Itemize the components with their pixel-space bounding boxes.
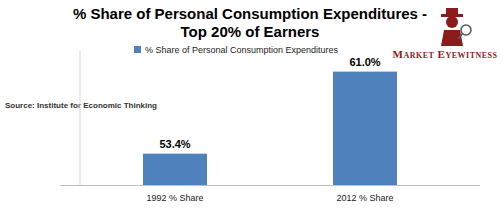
category-label: 1992 % Share <box>146 193 203 203</box>
y-axis-line <box>80 50 81 185</box>
background <box>0 0 501 222</box>
legend-swatch <box>134 46 141 53</box>
logo-lens <box>461 25 471 35</box>
chart-root: % Share of Personal Consumption Expendit… <box>0 0 501 222</box>
legend-label: % Share of Personal Consumption Expendit… <box>145 45 339 55</box>
data-label: 61.0% <box>349 56 380 68</box>
title: % Share of Personal Consumption Expendit… <box>73 5 427 40</box>
logo-icon <box>441 8 471 46</box>
title-line: % Share of Personal Consumption Expendit… <box>73 5 427 22</box>
brand-name: Market Eyewitness <box>393 48 498 60</box>
category-label: 2012 % Share <box>336 193 393 203</box>
x-axis-line <box>60 185 480 186</box>
chart-svg: % Share of Personal Consumption Expendit… <box>0 0 501 222</box>
title-line: Top 20% of Earners <box>181 23 320 40</box>
logo-hat <box>446 8 458 15</box>
bars <box>143 72 397 185</box>
data-label: 53.4% <box>159 138 190 150</box>
source-note: Source: Institute for Economic Thinking <box>5 101 157 110</box>
logo-body <box>441 30 463 46</box>
legend: % Share of Personal Consumption Expendit… <box>134 45 339 55</box>
logo-handle <box>458 34 462 39</box>
bar <box>333 72 397 185</box>
bar <box>143 154 207 185</box>
logo-head <box>446 16 458 28</box>
